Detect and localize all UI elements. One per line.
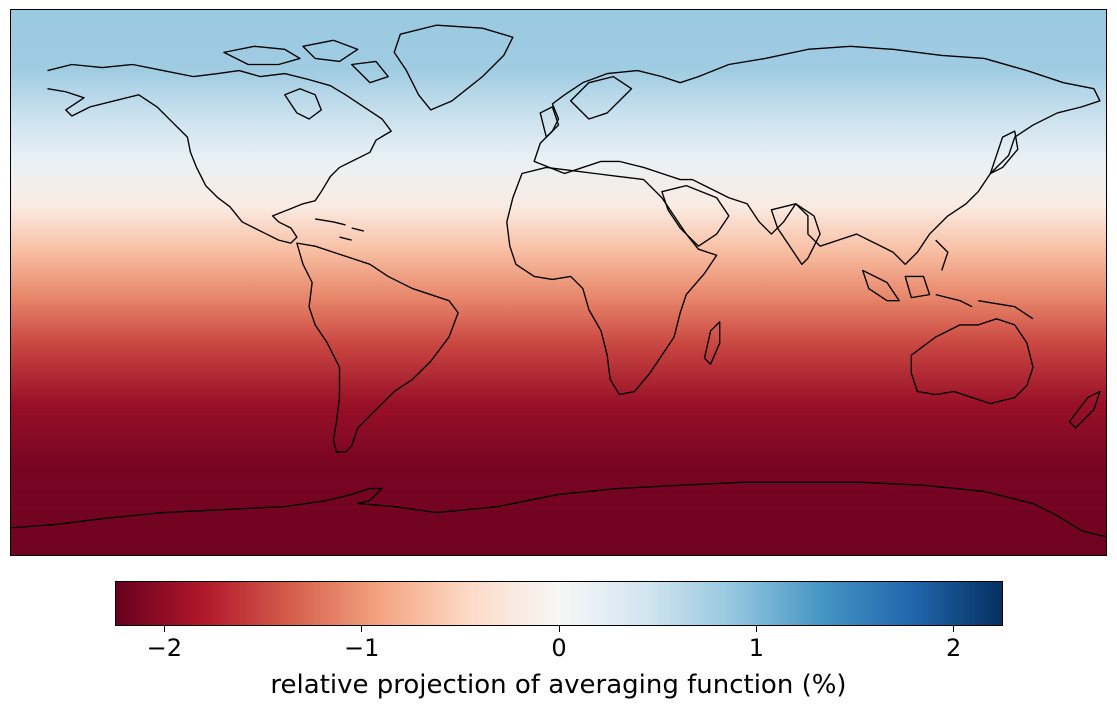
colorbar-tick — [163, 626, 165, 632]
africa-coast — [506, 166, 718, 396]
australia-coast — [910, 318, 1034, 405]
colorbar-tick-label: −2 — [146, 634, 183, 662]
eurasia-coast — [533, 45, 1101, 266]
colorbar-tick — [755, 626, 757, 632]
map-panel — [10, 9, 1107, 556]
caribbean-islands — [315, 218, 364, 241]
world-map — [11, 10, 1106, 555]
japan-coast — [989, 130, 1019, 175]
new-zealand-coast — [1068, 390, 1101, 429]
colorbar-gradient — [116, 582, 1002, 625]
colorbar-tick-label: 1 — [748, 634, 764, 662]
coastlines — [11, 24, 1106, 538]
scandinavia-coast — [539, 75, 633, 138]
arctic-islands — [223, 39, 389, 84]
colorbar-tick-label: 0 — [551, 634, 567, 662]
north-america-coast — [47, 63, 392, 244]
colorbar-label: relative projection of averaging functio… — [270, 670, 847, 700]
arabian-peninsula-coast — [661, 184, 730, 247]
hudson-bay-coast — [284, 88, 322, 120]
colorbar-tick — [558, 626, 560, 632]
colorbar-ticks: −2 −1 0 1 2 — [115, 626, 1003, 666]
colorbar-tick — [953, 626, 955, 632]
colorbar — [115, 581, 1003, 626]
data-field — [11, 10, 1106, 555]
south-america-coast — [296, 242, 459, 453]
madagascar-coast — [703, 321, 721, 365]
colorbar-tick-label: −1 — [343, 634, 380, 662]
colorbar-tick — [361, 626, 363, 632]
india-coast — [770, 203, 821, 266]
greenland-coast — [393, 24, 514, 111]
antarctica-coast — [11, 481, 1106, 538]
colorbar-tick-label: 2 — [946, 634, 962, 662]
southeast-asia-islands — [861, 239, 1034, 320]
